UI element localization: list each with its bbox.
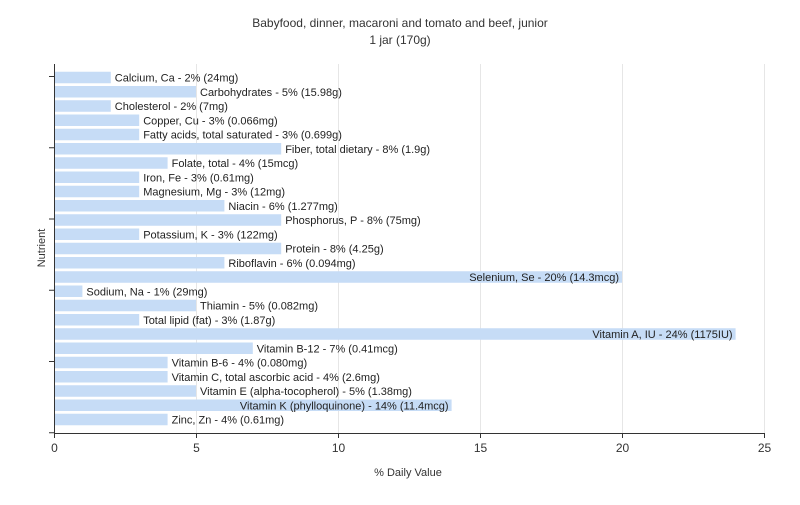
bar-label: Sodium, Na - 1% (29mg)	[86, 286, 207, 298]
bar	[54, 242, 282, 255]
bar	[54, 285, 83, 297]
bar-label: Niacin - 6% (1.277mg)	[228, 201, 337, 213]
bar-label: Selenium, Se - 20% (14.3mcg)	[469, 272, 619, 284]
bar-label: Vitamin C, total ascorbic acid - 4% (2.6…	[172, 372, 380, 384]
bar-label: Vitamin K (phylloquinone) - 14% (11.4mcg…	[240, 400, 449, 412]
bar	[54, 185, 140, 198]
bar	[54, 413, 168, 426]
bar-label: Fatty acids, total saturated - 3% (0.699…	[143, 130, 342, 142]
x-tick-label: 5	[193, 441, 200, 455]
bar	[54, 257, 225, 269]
y-axis-label: Nutrient	[36, 229, 48, 268]
bar-label: Copper, Cu - 3% (0.066mg)	[143, 115, 278, 127]
bar-label: Thiamin - 5% (0.082mg)	[200, 301, 318, 313]
bar-label: Cholesterol - 2% (7mg)	[115, 101, 228, 113]
bar	[54, 314, 140, 326]
x-tick-label: 0	[51, 441, 58, 455]
x-tick-label: 25	[758, 441, 772, 455]
chart-subtitle: 1 jar (170g)	[369, 33, 430, 47]
bar-label: Total lipid (fat) - 3% (1.87g)	[143, 315, 275, 327]
bar	[54, 385, 196, 397]
bar	[54, 157, 168, 169]
bar-label: Potassium, K - 3% (122mg)	[143, 229, 278, 241]
axes: 0 5 10 15 20 25	[49, 64, 771, 455]
bars: Calcium, Ca - 2% (24mg) Carbohydrates - 5…	[54, 71, 736, 427]
bar-label: Vitamin B-6 - 4% (0.080mg)	[172, 358, 308, 370]
bar-label: Phosphorus, P - 8% (75mg)	[285, 215, 421, 227]
bar	[54, 86, 196, 98]
bar-label: Vitamin E (alpha-tocopherol) - 5% (1.38m…	[200, 386, 412, 398]
bar	[54, 200, 225, 212]
bar-label: Vitamin B-12 - 7% (0.41mcg)	[257, 343, 398, 355]
x-tick-label: 20	[616, 441, 630, 455]
bar	[54, 114, 140, 126]
bar	[54, 328, 736, 340]
bar	[54, 371, 168, 383]
x-axis-label: % Daily Value	[374, 467, 442, 479]
bar	[54, 171, 140, 183]
bar	[54, 271, 622, 283]
bar-label: Vitamin A, IU - 24% (1175IU)	[592, 329, 732, 341]
bar	[54, 100, 111, 112]
bar	[54, 299, 196, 312]
bar	[54, 71, 111, 84]
bar	[54, 143, 282, 155]
bar	[54, 356, 168, 369]
bar	[54, 228, 140, 240]
bar-label: Protein - 8% (4.25g)	[285, 244, 383, 256]
bar-label: Magnesium, Mg - 3% (12mg)	[143, 187, 285, 199]
bar	[54, 399, 452, 411]
bar-label: Carbohydrates - 5% (15.98g)	[200, 87, 342, 99]
bar-label: Iron, Fe - 3% (0.61mg)	[143, 172, 254, 184]
bar	[54, 128, 140, 141]
bar	[54, 214, 282, 226]
bar-label: Zinc, Zn - 4% (0.61mg)	[172, 415, 284, 427]
x-tick-label: 10	[332, 441, 346, 455]
chart-title: Babyfood, dinner, macaroni and tomato an…	[252, 16, 548, 30]
bar-label: Folate, total - 4% (15mcg)	[172, 158, 299, 170]
gridlines	[196, 64, 765, 433]
bar-label: Fiber, total dietary - 8% (1.9g)	[285, 144, 430, 156]
bar-label: Calcium, Ca - 2% (24mg)	[115, 73, 238, 85]
x-tick-label: 15	[474, 441, 488, 455]
bar-label: Riboflavin - 6% (0.094mg)	[228, 258, 355, 270]
bar	[54, 342, 253, 354]
